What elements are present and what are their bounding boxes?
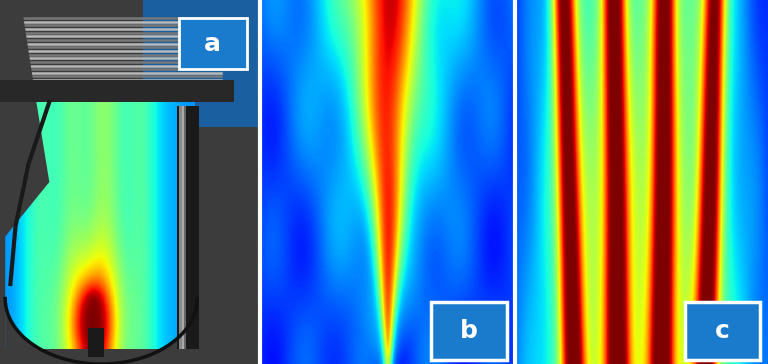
Bar bbox=[88, 328, 104, 357]
FancyBboxPatch shape bbox=[179, 18, 247, 69]
Bar bbox=[177, 106, 199, 349]
Bar bbox=[143, 0, 260, 127]
FancyBboxPatch shape bbox=[431, 302, 507, 360]
Bar bbox=[0, 80, 233, 102]
Bar bbox=[179, 106, 182, 349]
Text: c: c bbox=[715, 319, 730, 343]
Polygon shape bbox=[0, 0, 49, 364]
Bar bbox=[182, 106, 184, 349]
Bar bbox=[184, 106, 187, 349]
Text: b: b bbox=[460, 319, 478, 343]
Polygon shape bbox=[5, 298, 197, 364]
FancyBboxPatch shape bbox=[685, 302, 760, 360]
Text: a: a bbox=[204, 32, 221, 56]
